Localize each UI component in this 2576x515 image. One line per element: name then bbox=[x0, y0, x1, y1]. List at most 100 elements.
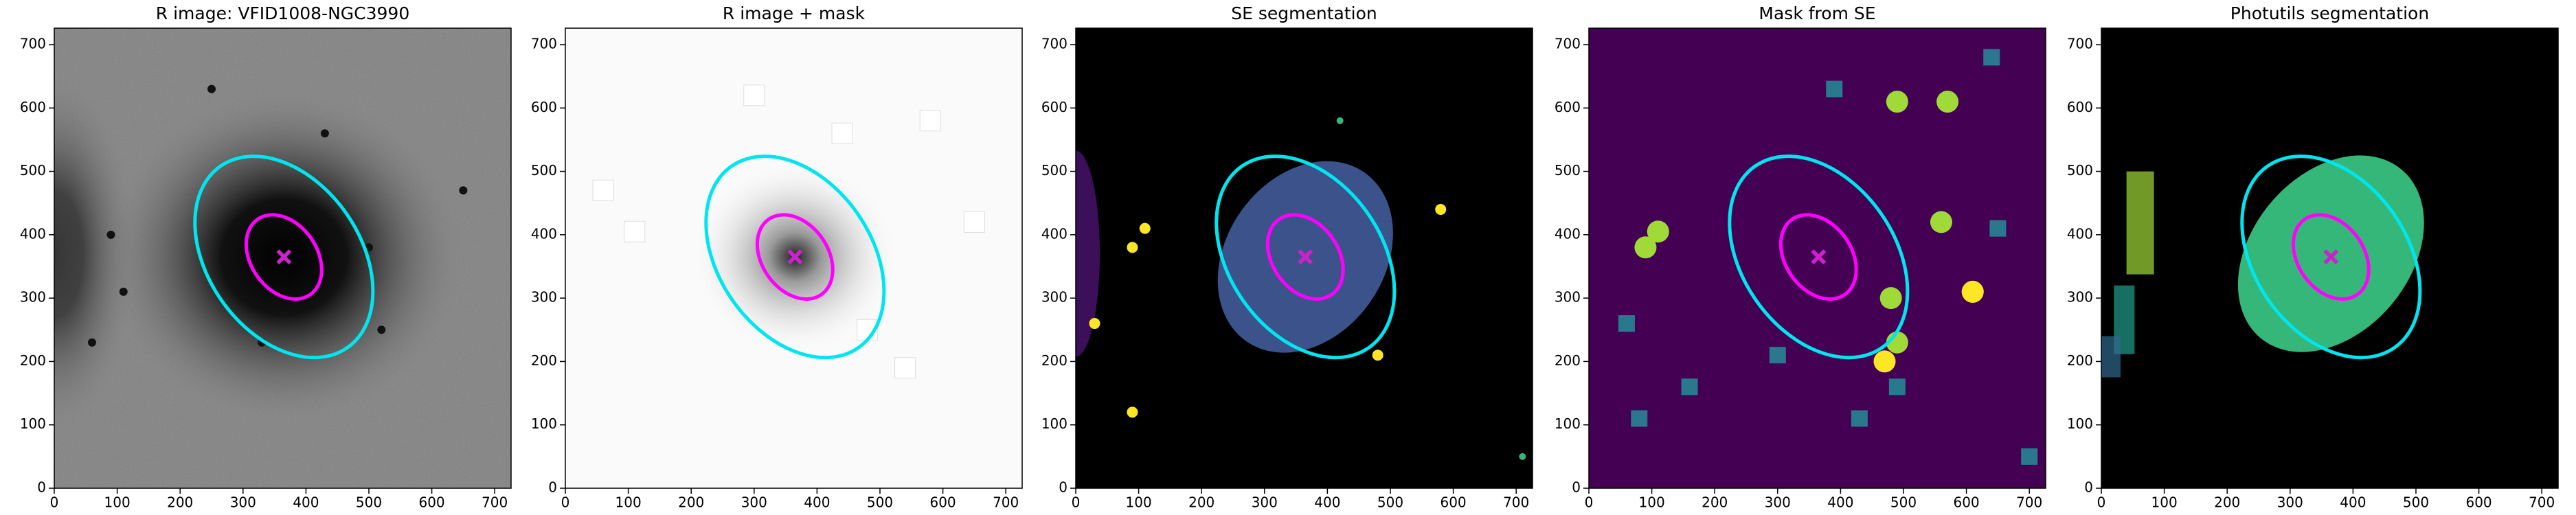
y-tick-label: 300 bbox=[531, 289, 557, 306]
x-tick-label: 400 bbox=[1314, 494, 1340, 511]
aperture-ellipse bbox=[1728, 154, 1910, 360]
mask-box bbox=[1826, 80, 1843, 98]
y-tick-label: 0 bbox=[1572, 479, 1581, 496]
segment bbox=[1372, 350, 1383, 361]
y-tick-label: 100 bbox=[1041, 415, 1067, 432]
x-tick-label: 300 bbox=[2277, 494, 2303, 511]
aperture-ellipse bbox=[1265, 213, 1345, 301]
panel bbox=[54, 28, 511, 488]
mask-box bbox=[1983, 49, 2000, 66]
y-tick-label: 100 bbox=[531, 415, 557, 432]
y-tick-label: 300 bbox=[20, 289, 46, 306]
aperture-ellipse bbox=[2291, 213, 2371, 301]
y-tick-label: 700 bbox=[1041, 35, 1067, 52]
x-tick-label: 600 bbox=[1953, 494, 1979, 511]
mask-blob bbox=[1647, 220, 1669, 243]
aperture-ellipse bbox=[755, 213, 835, 301]
x-tick-label: 300 bbox=[1765, 494, 1791, 511]
x-tick-label: 600 bbox=[1440, 494, 1466, 511]
mask-blob bbox=[1930, 211, 1952, 233]
x-tick-label: 700 bbox=[1503, 494, 1529, 511]
x-tick-label: 0 bbox=[1072, 494, 1081, 511]
panel-title: Photutils segmentation bbox=[2230, 3, 2429, 23]
x-tick-label: 300 bbox=[741, 494, 767, 511]
center-marker bbox=[1811, 249, 1827, 265]
y-tick-label: 700 bbox=[531, 35, 557, 52]
x-tick-label: 700 bbox=[482, 494, 508, 511]
x-tick-label: 0 bbox=[561, 494, 570, 511]
x-tick-label: 0 bbox=[1585, 494, 1594, 511]
x-tick-label: 700 bbox=[2529, 494, 2555, 511]
x-tick-label: 600 bbox=[418, 494, 444, 511]
mask-box bbox=[1851, 410, 1868, 427]
segment bbox=[1127, 407, 1138, 418]
mask-blob bbox=[1936, 91, 1959, 113]
panel bbox=[1076, 28, 1533, 488]
y-tick-label: 400 bbox=[2067, 225, 2093, 242]
center-marker bbox=[1298, 249, 1313, 265]
star bbox=[106, 230, 115, 239]
x-tick-label: 500 bbox=[1377, 494, 1403, 511]
axes-frame bbox=[2101, 27, 2559, 489]
x-tick-label: 200 bbox=[2214, 494, 2240, 511]
axes-frame bbox=[54, 27, 512, 489]
star bbox=[459, 186, 468, 195]
y-tick-label: 200 bbox=[2067, 352, 2093, 369]
segment bbox=[2101, 336, 2121, 378]
y-tick-label: 700 bbox=[20, 35, 46, 52]
mask-box bbox=[1769, 347, 1786, 364]
center-marker bbox=[787, 249, 803, 265]
x-tick-label: 100 bbox=[104, 494, 131, 511]
y-tick-label: 100 bbox=[20, 415, 46, 432]
mask-patch bbox=[831, 122, 853, 144]
y-tick-label: 300 bbox=[1041, 289, 1067, 306]
y-tick-label: 200 bbox=[531, 352, 557, 369]
x-tick-label: 300 bbox=[230, 494, 256, 511]
y-tick-label: 400 bbox=[1041, 225, 1067, 242]
y-tick-label: 500 bbox=[531, 162, 557, 179]
x-tick-label: 700 bbox=[2016, 494, 2042, 511]
y-tick-label: 600 bbox=[1555, 99, 1581, 115]
mask-box bbox=[1681, 378, 1698, 396]
mask-blob bbox=[1886, 91, 1908, 113]
mask-box bbox=[1989, 220, 2007, 237]
y-tick-label: 600 bbox=[20, 99, 46, 115]
y-tick-label: 700 bbox=[1555, 35, 1581, 52]
halo bbox=[54, 75, 137, 433]
y-tick-label: 500 bbox=[2067, 162, 2093, 179]
mask-box bbox=[1618, 315, 1635, 332]
y-tick-label: 600 bbox=[1041, 99, 1067, 115]
aperture-ellipse bbox=[2240, 154, 2422, 360]
y-tick-label: 300 bbox=[1555, 289, 1581, 306]
star bbox=[87, 338, 96, 347]
x-tick-label: 500 bbox=[1890, 494, 1917, 511]
star bbox=[207, 84, 216, 93]
segment bbox=[2126, 171, 2154, 275]
y-tick-label: 700 bbox=[2067, 35, 2093, 52]
mask-patch bbox=[963, 211, 985, 233]
mask-blob bbox=[1634, 236, 1657, 259]
axes-frame bbox=[1588, 27, 2046, 489]
y-tick-label: 400 bbox=[531, 225, 557, 242]
mask-box bbox=[2021, 448, 2038, 465]
y-tick-label: 400 bbox=[1555, 225, 1581, 242]
y-tick-label: 0 bbox=[37, 479, 46, 496]
segment bbox=[1089, 318, 1100, 330]
star bbox=[119, 287, 128, 296]
y-tick-label: 0 bbox=[2084, 479, 2093, 496]
x-tick-label: 200 bbox=[678, 494, 704, 511]
x-tick-label: 0 bbox=[2097, 494, 2106, 511]
y-tick-label: 500 bbox=[1555, 162, 1581, 179]
star bbox=[320, 129, 329, 138]
x-tick-label: 400 bbox=[1827, 494, 1853, 511]
mask-patch bbox=[743, 84, 765, 106]
star bbox=[377, 325, 386, 334]
segment bbox=[1336, 117, 1344, 124]
y-tick-label: 0 bbox=[1059, 479, 1067, 496]
y-tick-label: 200 bbox=[20, 352, 46, 369]
center-marker bbox=[2323, 249, 2339, 265]
mask-box bbox=[1631, 410, 1648, 427]
mask-patch bbox=[592, 179, 614, 201]
